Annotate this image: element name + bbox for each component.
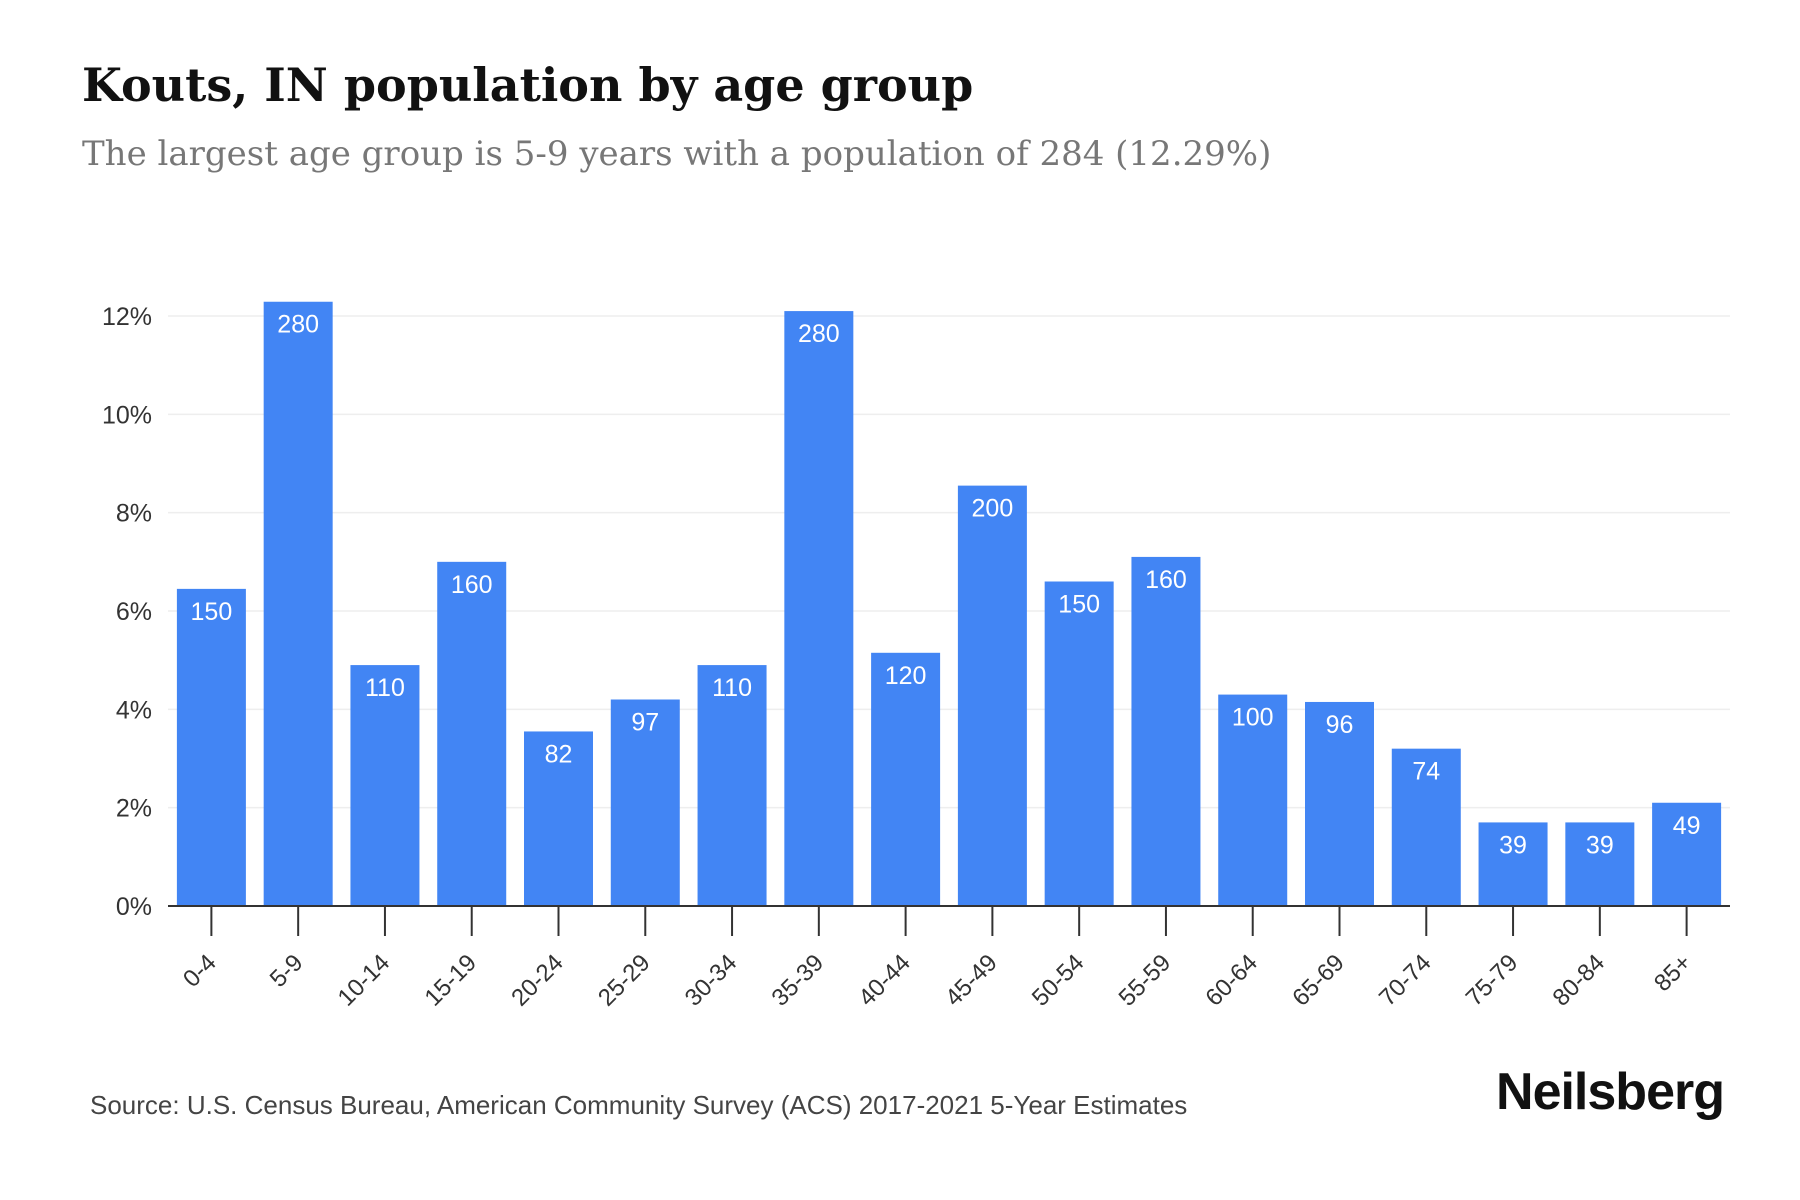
bar-value-label: 39	[1586, 831, 1614, 859]
bar-value-label: 110	[365, 674, 405, 702]
x-tick-label: 85+	[1649, 949, 1697, 997]
bar-value-label: 100	[1232, 704, 1274, 732]
bar-chart: 0%2%4%6%8%10%12% 15028011016082971102801…	[102, 301, 1730, 1012]
y-tick-label: 6%	[116, 598, 152, 626]
bar	[1478, 822, 1548, 906]
y-tick-label: 10%	[102, 401, 152, 429]
chart-title: Kouts, IN population by age group	[82, 58, 974, 112]
bar	[524, 731, 593, 906]
x-tick-label: 65-69	[1287, 949, 1350, 1012]
bar	[1391, 748, 1461, 906]
bar	[437, 561, 507, 906]
bar-value-label: 110	[712, 674, 752, 702]
chart-subtitle: The largest age group is 5-9 years with …	[82, 134, 1272, 174]
bar-value-label: 39	[1499, 831, 1527, 859]
x-tick-label: 55-59	[1114, 949, 1177, 1012]
bar	[610, 699, 680, 906]
bar	[1218, 694, 1288, 906]
x-tick-label: 35-39	[767, 949, 830, 1012]
y-tick-label: 4%	[116, 696, 152, 724]
y-tick-label: 8%	[116, 500, 152, 528]
bar	[1652, 802, 1722, 906]
x-tick-label: 75-79	[1461, 949, 1524, 1012]
bar-value-labels: 150 280 110 160 82 97 110 280 120 200 150 160 100 96 7…	[191, 311, 1701, 860]
x-tick-label: 25-29	[593, 949, 656, 1012]
y-tick-label: 12%	[102, 303, 152, 331]
bar-value-label: 150	[1058, 591, 1100, 619]
x-tick-label: 50-54	[1027, 949, 1090, 1012]
x-tick-label: 0-4	[178, 949, 222, 993]
bar-value-label: 49	[1673, 812, 1701, 840]
bar	[350, 665, 420, 906]
bar-value-label: 200	[972, 495, 1014, 523]
bar	[1565, 822, 1635, 906]
bar-value-label: 120	[885, 662, 927, 690]
y-axis-ticks: 0% 2% 4% 6% 8% 10% 12%	[102, 303, 152, 921]
source-note: Source: U.S. Census Bureau, American Com…	[90, 1090, 1188, 1120]
brand-logo: Neilsberg	[1496, 1063, 1725, 1121]
x-tick-label: 70-74	[1374, 949, 1437, 1012]
x-tick-label: 15-19	[419, 949, 482, 1012]
x-tick-label: 80-84	[1548, 949, 1611, 1012]
bar	[697, 665, 767, 906]
bar	[176, 588, 246, 906]
bar-value-label: 280	[277, 311, 319, 339]
bar-value-label: 150	[191, 598, 233, 626]
x-tick-label: 5-9	[265, 949, 309, 993]
y-tick-label: 0%	[116, 893, 152, 921]
bar-value-label: 160	[451, 571, 493, 599]
y-tick-label: 2%	[116, 795, 152, 823]
x-tick-label: 20-24	[506, 949, 569, 1012]
bar	[263, 301, 333, 906]
bar-value-label: 96	[1326, 711, 1354, 739]
x-axis: 0-4 5-9 10-14 15-19 20-24 25-29 30-34 35-39 40-4…	[168, 905, 1730, 1012]
gridlines	[168, 315, 1730, 809]
bar	[957, 485, 1027, 906]
x-tick-label: 40-44	[853, 949, 916, 1012]
bar	[1044, 581, 1114, 906]
x-tick-label: 30-34	[680, 949, 743, 1012]
bar-value-label: 97	[631, 709, 659, 737]
bar	[1131, 556, 1201, 906]
bar-value-label: 160	[1145, 566, 1187, 594]
bar	[1305, 701, 1374, 906]
bar-value-label: 280	[798, 320, 840, 348]
bar	[784, 311, 854, 906]
x-tick-label: 45-49	[940, 949, 1003, 1012]
bar	[871, 652, 941, 906]
x-tick-label: 10-14	[333, 949, 396, 1012]
bars	[176, 301, 1722, 906]
bar-value-label: 74	[1412, 758, 1440, 786]
x-tick-label: 60-64	[1200, 949, 1263, 1012]
bar-value-label: 82	[545, 740, 573, 768]
